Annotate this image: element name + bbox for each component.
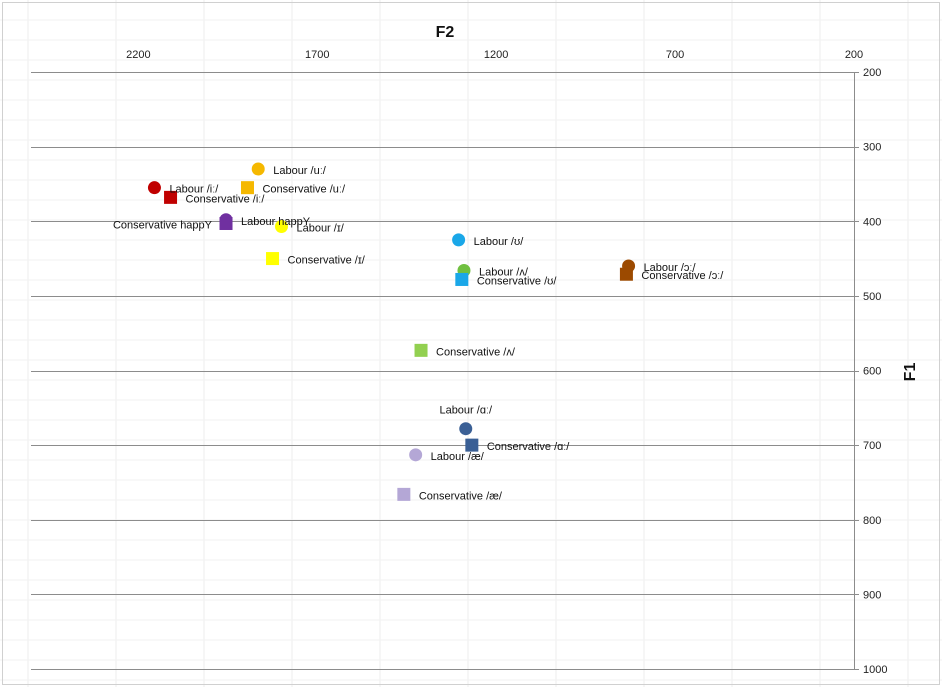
data-label: Labour happY <box>241 216 311 228</box>
data-point-square <box>240 181 254 195</box>
data-label: Conservative /ɪ/ <box>288 255 366 267</box>
y-tick-labels: 200 300 400 500 600 700 800 900 1000 <box>863 67 887 676</box>
x-tick-label: 1200 <box>484 49 508 61</box>
x-tick-labels: 2200 1700 1200 700 200 <box>126 49 863 61</box>
data-point-square <box>397 487 411 501</box>
data-label: Conservative happY <box>113 219 213 231</box>
point-labels: Labour /uː/Conservative /uː/Labour /iː/C… <box>113 165 724 502</box>
data-point-square <box>455 272 469 286</box>
data-label: Conservative /iː/ <box>186 193 266 205</box>
y-tick-label: 1000 <box>863 664 887 676</box>
data-label: Conservative /ʌ/ <box>436 346 516 358</box>
data-point-circle <box>274 219 288 233</box>
data-label: Conservative /uː/ <box>262 184 345 196</box>
y-tick-label: 400 <box>863 216 881 228</box>
data-label: Labour /iː/ <box>169 184 219 196</box>
data-label: Labour /ɪ/ <box>296 222 344 234</box>
y-tick-label: 900 <box>863 589 881 601</box>
data-label: Conservative /æ/ <box>419 490 503 502</box>
data-point-circle <box>409 448 423 462</box>
data-point-circle <box>147 181 161 195</box>
x-tick-label: 700 <box>666 49 684 61</box>
data-label: Conservative /ɑː/ <box>487 441 570 453</box>
x-axis-title: F2 <box>436 24 455 41</box>
data-point-circle <box>452 233 466 247</box>
x-tick-label: 2200 <box>126 49 150 61</box>
data-label: Labour /æ/ <box>431 451 485 463</box>
y-tick-label: 700 <box>863 440 881 452</box>
data-points <box>147 162 636 501</box>
y-axis-title: F1 <box>902 363 919 382</box>
data-point-square <box>266 252 280 266</box>
data-point-square <box>414 343 428 357</box>
data-label: Labour /uː/ <box>273 165 327 177</box>
gridlines <box>31 72 854 670</box>
data-label: Labour /ɔː/ <box>644 262 697 274</box>
y-tick-label: 200 <box>863 67 881 79</box>
data-point-circle <box>251 162 265 176</box>
y-tick-label: 800 <box>863 515 881 527</box>
y-tick-label: 300 <box>863 142 881 154</box>
x-tick-label: 200 <box>845 49 863 61</box>
data-label: Labour /ʌ/ <box>479 267 529 279</box>
data-point-square <box>465 438 479 452</box>
y-tick-label: 500 <box>863 291 881 303</box>
data-point-square <box>164 190 178 204</box>
y-tick-label: 600 <box>863 366 881 378</box>
data-label: Labour /ɑː/ <box>439 405 493 417</box>
data-label: Conservative /ʊ/ <box>477 275 558 287</box>
data-point-square <box>619 267 633 281</box>
x-tick-label: 1700 <box>305 49 329 61</box>
axes <box>854 72 859 670</box>
data-point-square <box>219 216 233 230</box>
data-label: Labour /ʊ/ <box>474 236 525 248</box>
data-point-circle <box>459 422 473 436</box>
data-label: Conservative /ɔː/ <box>641 270 724 282</box>
